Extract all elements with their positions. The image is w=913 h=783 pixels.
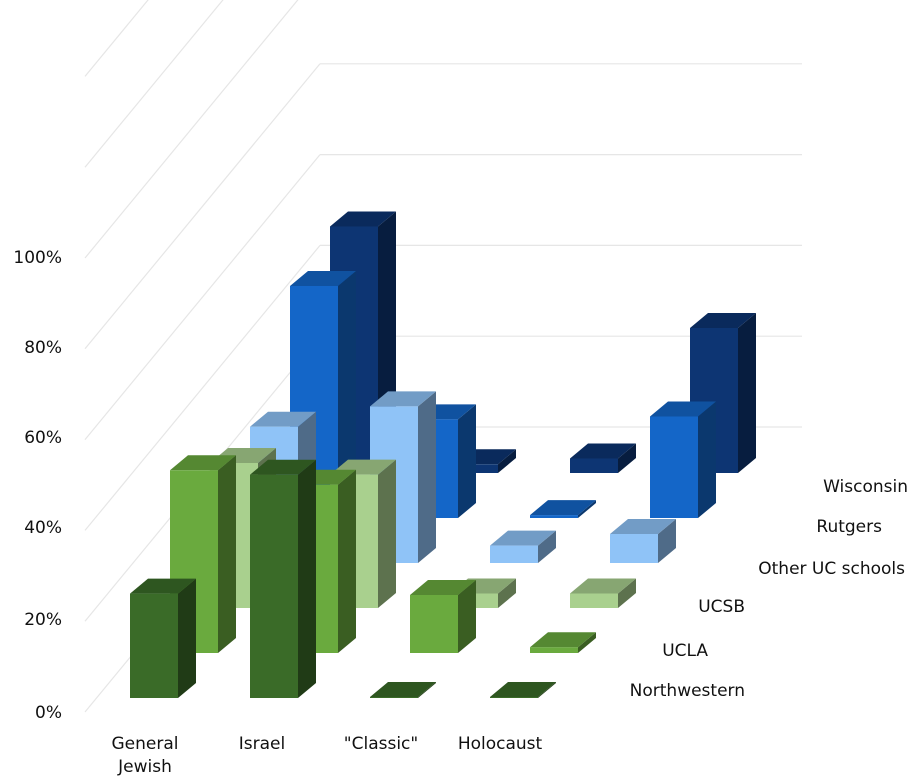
- y-tick-label: 40%: [24, 518, 62, 538]
- category-label: Holocaust: [458, 734, 543, 754]
- bar: [570, 443, 636, 473]
- gridline-side: [84, 154, 321, 440]
- bar: [170, 455, 236, 653]
- series-label: Rutgers: [816, 517, 882, 537]
- gridline-side: [84, 0, 299, 259]
- category-label: Israel: [239, 734, 285, 754]
- gridline-side: [84, 0, 224, 168]
- bar: [490, 530, 556, 563]
- y-tick-label: 80%: [24, 338, 62, 358]
- bar: [650, 401, 716, 518]
- bar: [410, 580, 476, 653]
- series-label: Other UC schools: [758, 559, 905, 579]
- y-tick-label: 20%: [24, 610, 62, 630]
- category-label: General: [112, 734, 179, 754]
- series-label: UCLA: [662, 641, 708, 661]
- bar: [370, 682, 436, 698]
- bar: [610, 519, 676, 563]
- series-label: Northwestern: [630, 681, 745, 701]
- bar: [530, 500, 596, 518]
- bars: [130, 211, 756, 698]
- y-axis-tick-labels: 0% 20% 40% 60% 80% 100%: [13, 248, 62, 723]
- bar: [570, 578, 636, 608]
- bar: [490, 682, 556, 698]
- bar: [250, 459, 316, 698]
- bar: [530, 632, 596, 653]
- gridline-side: [84, 63, 321, 350]
- category-labels: General Jewish Israel "Classic" Holocaust: [112, 734, 543, 777]
- category-label: Jewish: [117, 757, 172, 777]
- y-tick-label: 60%: [24, 428, 62, 448]
- y-tick-label: 100%: [13, 248, 62, 268]
- gridline-side: [84, 245, 321, 531]
- series-label: UCSB: [698, 597, 745, 617]
- y-tick-label: 0%: [35, 703, 62, 723]
- series-label: Wisconsin: [823, 477, 908, 497]
- bar: [130, 578, 196, 698]
- category-label: "Classic": [344, 734, 418, 754]
- series-labels: Northwestern UCLA UCSB Other UC schools Rutg…: [630, 477, 908, 701]
- gridline-side: [84, 0, 149, 77]
